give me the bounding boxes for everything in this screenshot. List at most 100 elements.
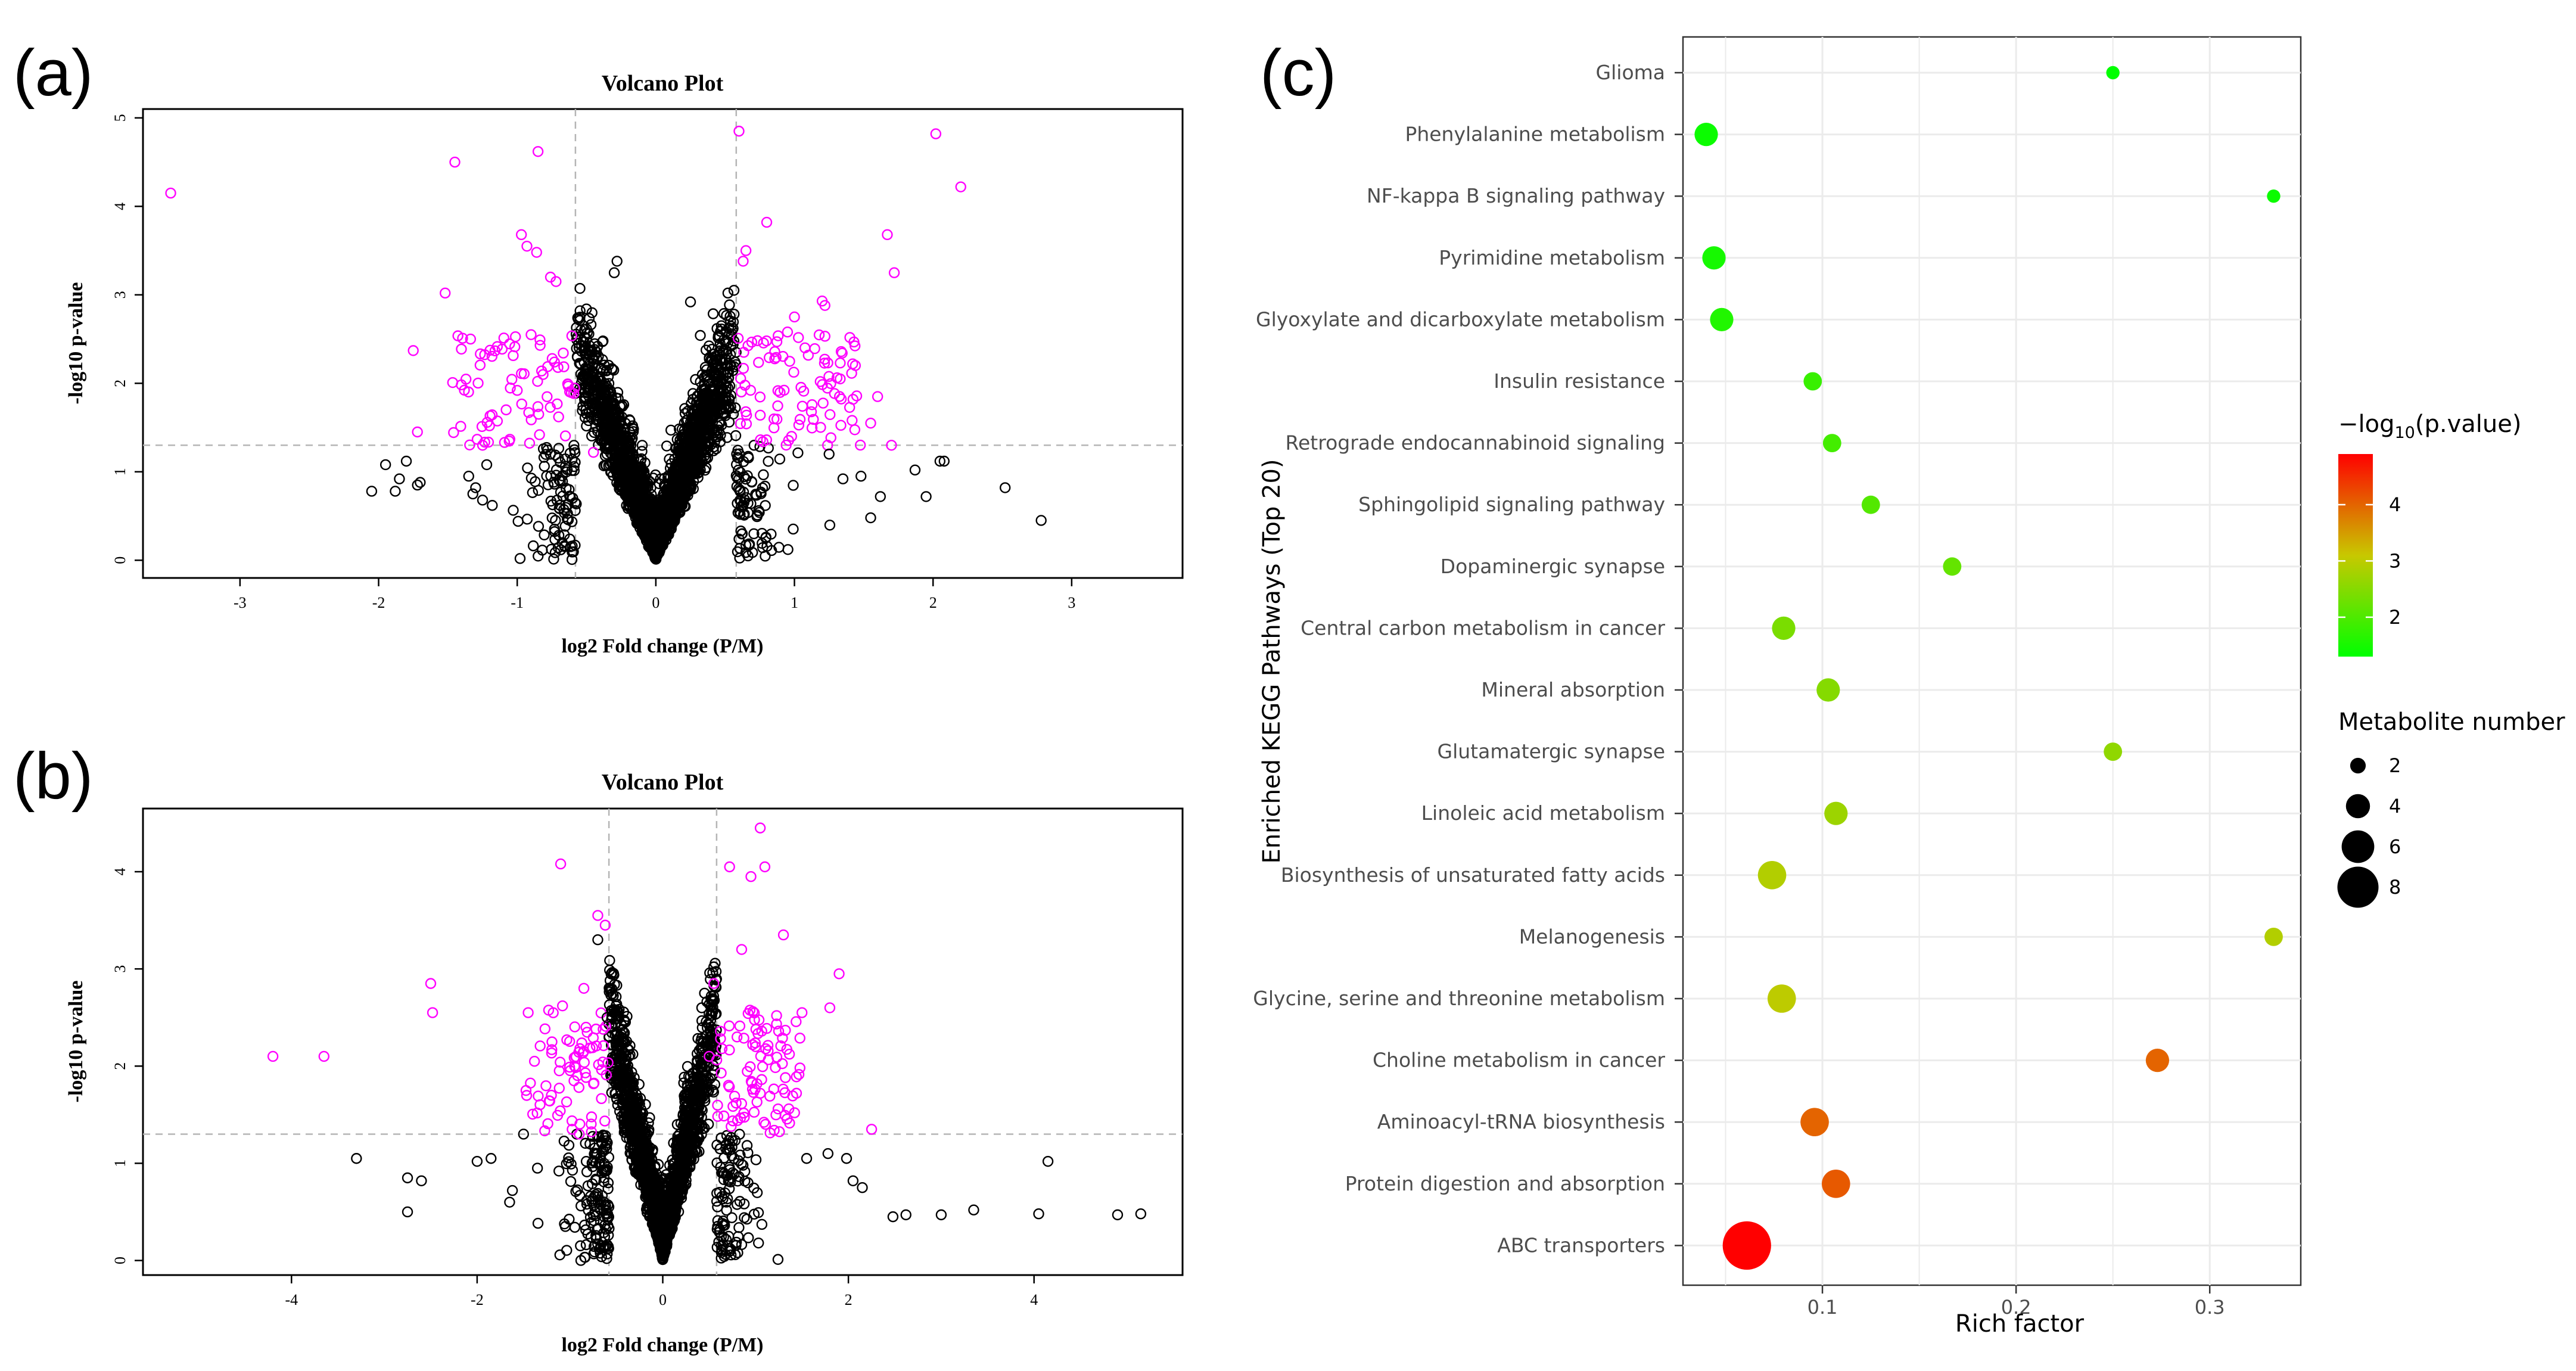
ns-point	[934, 455, 946, 467]
ns-point	[665, 1194, 677, 1205]
sig-point	[793, 1069, 805, 1080]
ns-point	[731, 1199, 743, 1210]
sig-point	[735, 418, 746, 430]
ns-point	[548, 477, 559, 488]
ns-point	[686, 436, 698, 447]
sig-point	[771, 1052, 783, 1063]
ns-point	[587, 397, 598, 408]
ns-point	[748, 1208, 760, 1220]
sig-point	[808, 414, 819, 425]
ns-point	[693, 419, 705, 430]
ns-point	[477, 495, 489, 506]
ns-point	[602, 1241, 614, 1252]
ns-point	[656, 1223, 668, 1235]
ns-point	[697, 405, 708, 416]
ns-point	[567, 540, 578, 552]
sig-point	[452, 330, 463, 341]
ns-point	[743, 1232, 754, 1243]
sig-point	[539, 1125, 550, 1137]
ns-point	[741, 1213, 752, 1225]
ns-point	[602, 1183, 614, 1195]
ns-point	[704, 428, 715, 440]
ns-point	[646, 505, 657, 517]
ns-point	[636, 464, 648, 475]
sig-point	[829, 388, 840, 399]
sig-point	[738, 1107, 749, 1119]
sig-point	[777, 1058, 788, 1070]
sig-point	[715, 1067, 727, 1079]
ns-point	[595, 428, 606, 440]
ns-point	[574, 1190, 586, 1201]
ns-point	[636, 1113, 648, 1125]
sig-point	[730, 1098, 742, 1109]
sig-point	[777, 350, 789, 362]
ns-point	[759, 480, 771, 492]
ns-point	[736, 1239, 748, 1251]
ns-point	[666, 1198, 678, 1210]
sig-point	[712, 1099, 723, 1111]
ns-point	[648, 543, 659, 554]
ns-point	[658, 511, 670, 522]
sig-point	[819, 353, 830, 365]
sig-point	[483, 436, 494, 448]
ns-point	[574, 305, 586, 316]
ns-point	[612, 1055, 624, 1067]
ns-point	[687, 1093, 699, 1104]
sig-point	[528, 1056, 540, 1067]
sig-point	[788, 366, 799, 378]
y-tick-label: 1	[111, 468, 129, 475]
ns-point	[415, 477, 426, 488]
sig-point	[780, 439, 792, 451]
sig-point	[500, 404, 512, 416]
sig-point	[769, 346, 780, 357]
ns-point	[693, 1119, 705, 1130]
ns-point	[665, 520, 677, 531]
ns-point	[774, 453, 786, 465]
sig-point	[758, 337, 769, 349]
ns-point	[559, 529, 570, 540]
ns-point	[708, 442, 720, 453]
sig-point	[440, 287, 451, 299]
sig-point	[531, 1107, 543, 1119]
ns-point	[683, 1084, 695, 1096]
ns-point	[724, 299, 735, 310]
sig-point	[552, 1109, 564, 1121]
ns-point	[642, 1144, 654, 1156]
sig-point	[735, 373, 746, 384]
sig-point	[761, 434, 772, 446]
sig-point	[565, 387, 577, 399]
sig-point	[521, 240, 533, 252]
sig-point	[715, 1025, 726, 1037]
x-tick-label: -3	[234, 594, 247, 611]
ns-point	[680, 484, 692, 496]
ns-point	[676, 498, 687, 510]
ns-point	[650, 469, 661, 481]
sig-point	[534, 334, 546, 346]
ns-point	[704, 388, 715, 400]
ns-point	[559, 1221, 571, 1232]
sig-point	[598, 1040, 609, 1052]
ns-point	[680, 436, 692, 447]
ns-point	[640, 1131, 652, 1143]
sig-point	[533, 1090, 544, 1102]
ns-point	[739, 1165, 751, 1177]
ns-point	[603, 1031, 615, 1042]
ns-point	[722, 382, 734, 394]
ns-point	[763, 456, 774, 467]
ns-point	[707, 308, 719, 319]
ns-point	[756, 537, 768, 549]
ns-point	[624, 1074, 635, 1085]
ns-point	[626, 465, 637, 477]
ns-point	[687, 416, 698, 428]
ns-point	[606, 967, 618, 978]
sig-point	[580, 1067, 591, 1078]
ns-point	[579, 1251, 590, 1263]
x-tick-label: 1	[791, 594, 798, 611]
ns-point	[651, 531, 662, 542]
sig-point	[553, 411, 564, 422]
ns-point	[639, 1137, 651, 1148]
ns-point	[715, 1246, 727, 1258]
ns-point	[824, 520, 836, 531]
sig-point	[747, 1039, 758, 1050]
